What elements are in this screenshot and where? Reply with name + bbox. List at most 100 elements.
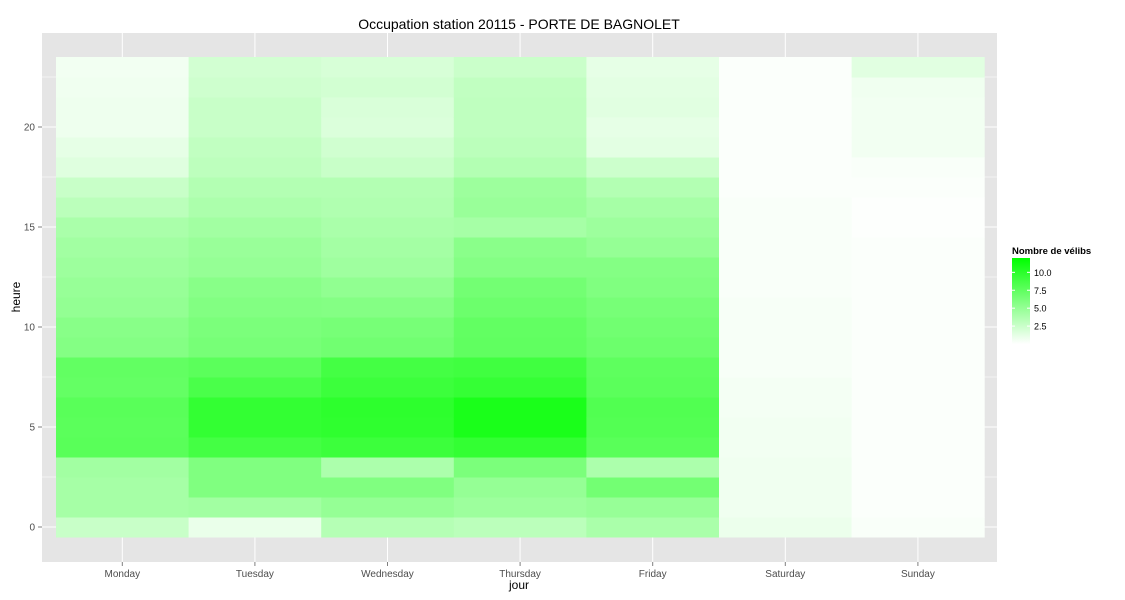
- heatmap-tile: [719, 357, 853, 378]
- heatmap-tile: [321, 57, 455, 78]
- y-axis-ticks: 0 5 10 15 20: [24, 123, 42, 534]
- heatmap-tile: [719, 197, 853, 218]
- heatmap-tile: [851, 457, 985, 478]
- heatmap-tile: [56, 497, 190, 518]
- heatmap-tile: [453, 217, 587, 238]
- heatmap-tile: [453, 497, 587, 518]
- heatmap-tile: [188, 417, 322, 438]
- heatmap-tile: [56, 417, 190, 438]
- heatmap-tile: [719, 157, 853, 178]
- heatmap-tile: [321, 117, 455, 138]
- heatmap-tile: [851, 497, 985, 518]
- heatmap-tile: [321, 477, 455, 498]
- heatmap-tile: [586, 397, 720, 418]
- heatmap-tile: [453, 437, 587, 458]
- y-tick-label: 15: [24, 223, 36, 234]
- heatmap-tile: [321, 317, 455, 338]
- heatmap-tile: [56, 137, 190, 158]
- heatmap-tile: [453, 357, 587, 378]
- heatmap-tile: [586, 57, 720, 78]
- heatmap-tile: [719, 57, 853, 78]
- heatmap-tile: [851, 97, 985, 118]
- heatmap-tile: [321, 397, 455, 418]
- x-tick-label: Sunday: [901, 569, 935, 580]
- heatmap-tile: [453, 197, 587, 218]
- heatmap-tile: [851, 177, 985, 198]
- heatmap-tile: [453, 97, 587, 118]
- heatmap-tile: [188, 337, 322, 358]
- heatmap-tile: [719, 317, 853, 338]
- heatmap-tile: [586, 117, 720, 138]
- heatmap-tile: [188, 437, 322, 458]
- heatmap-tile: [586, 157, 720, 178]
- heatmap-tile: [586, 297, 720, 318]
- y-tick-label: 20: [24, 123, 36, 134]
- heatmap-tile: [851, 237, 985, 258]
- heatmap-tile: [719, 277, 853, 298]
- heatmap-tile: [851, 317, 985, 338]
- heatmap-tile: [321, 137, 455, 158]
- heatmap-tile: [56, 277, 190, 298]
- heatmap-tile: [586, 97, 720, 118]
- heatmap-tile: [188, 177, 322, 198]
- legend-tick-label: 2.5: [1034, 322, 1047, 332]
- heatmap-tile: [321, 357, 455, 378]
- heatmap-tile: [188, 317, 322, 338]
- heatmap-tile: [188, 477, 322, 498]
- heatmap-tiles: [56, 57, 985, 538]
- heatmap-tile: [851, 477, 985, 498]
- heatmap-tile: [321, 417, 455, 438]
- heatmap-tile: [56, 177, 190, 198]
- heatmap-tile: [586, 457, 720, 478]
- heatmap-tile: [188, 297, 322, 318]
- heatmap-tile: [188, 357, 322, 378]
- heatmap-tile: [56, 377, 190, 398]
- y-tick-label: 0: [29, 523, 35, 534]
- heatmap-tile: [719, 177, 853, 198]
- heatmap-tile: [851, 297, 985, 318]
- heatmap-tile: [719, 377, 853, 398]
- chart-title: Occupation station 20115 - PORTE DE BAGN…: [358, 16, 680, 32]
- heatmap-tile: [453, 337, 587, 358]
- heatmap-tile: [719, 337, 853, 358]
- heatmap-tile: [321, 437, 455, 458]
- heatmap-tile: [56, 97, 190, 118]
- legend-tick-label: 10.0: [1034, 268, 1052, 278]
- y-axis-title: heure: [9, 281, 23, 312]
- heatmap-tile: [56, 157, 190, 178]
- legend-ticks: 2.5 5.0 7.5 10.0: [1012, 268, 1052, 332]
- heatmap-tile: [586, 357, 720, 378]
- heatmap-tile: [56, 237, 190, 258]
- heatmap-tile: [851, 157, 985, 178]
- heatmap-tile: [453, 477, 587, 498]
- heatmap-tile: [56, 217, 190, 238]
- heatmap-tile: [188, 277, 322, 298]
- heatmap-tile: [851, 417, 985, 438]
- heatmap-tile: [851, 137, 985, 158]
- heatmap-tile: [586, 257, 720, 278]
- heatmap-tile: [321, 277, 455, 298]
- heatmap-tile: [719, 97, 853, 118]
- heatmap-tile: [56, 257, 190, 278]
- heatmap-tile: [719, 217, 853, 238]
- heatmap-tile: [188, 217, 322, 238]
- heatmap-tile: [321, 337, 455, 358]
- heatmap-tile: [188, 157, 322, 178]
- x-tick-label: Wednesday: [361, 569, 414, 580]
- heatmap-tile: [453, 157, 587, 178]
- heatmap-tile: [56, 457, 190, 478]
- heatmap-tile: [851, 77, 985, 98]
- heatmap-tile: [56, 197, 190, 218]
- heatmap-tile: [586, 77, 720, 98]
- heatmap-tile: [56, 117, 190, 138]
- heatmap-tile: [586, 337, 720, 358]
- heatmap-tile: [56, 57, 190, 78]
- heatmap-tile: [586, 317, 720, 338]
- heatmap-tile: [851, 257, 985, 278]
- heatmap-tile: [188, 117, 322, 138]
- heatmap-tile: [719, 517, 853, 538]
- heatmap-tile: [321, 297, 455, 318]
- heatmap-tile: [321, 457, 455, 478]
- color-legend: Nombre de vélibs 2.5 5.0 7.5 10.0: [1012, 246, 1091, 344]
- heatmap-tile: [321, 217, 455, 238]
